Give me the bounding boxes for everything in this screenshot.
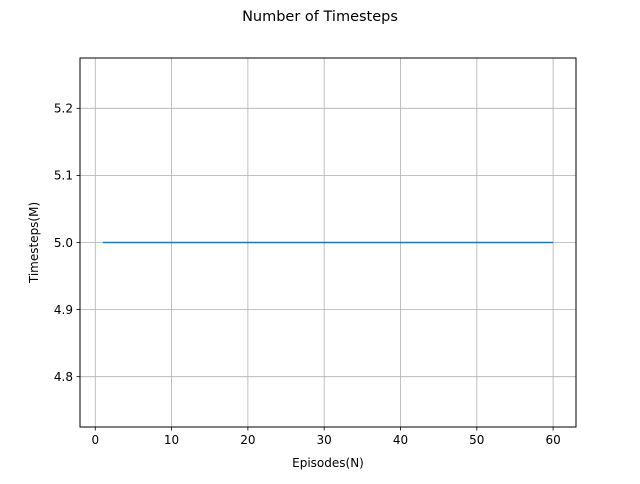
- x-tick-label: 40: [393, 433, 408, 447]
- x-tick-label: 50: [469, 433, 484, 447]
- y-axis-ticks: 4.8 4.9 5.0 5.1 5.2: [54, 102, 80, 384]
- x-tick-label: 0: [91, 433, 99, 447]
- y-axis-label: Timesteps(M): [27, 202, 41, 284]
- y-tick-label: 5.2: [54, 102, 73, 116]
- x-axis-ticks: 0 10 20 30 40 50 60: [91, 427, 561, 447]
- chart-title: Number of Timesteps: [242, 9, 398, 25]
- y-tick-label: 5.1: [54, 169, 73, 183]
- x-tick-label: 60: [545, 433, 560, 447]
- y-tick-label: 4.9: [54, 303, 73, 317]
- x-axis-label: Episodes(N): [292, 456, 364, 470]
- x-tick-label: 20: [240, 433, 255, 447]
- x-tick-label: 10: [164, 433, 179, 447]
- y-tick-label: 4.8: [54, 370, 73, 384]
- x-tick-label: 30: [317, 433, 332, 447]
- y-tick-label: 5.0: [54, 236, 73, 250]
